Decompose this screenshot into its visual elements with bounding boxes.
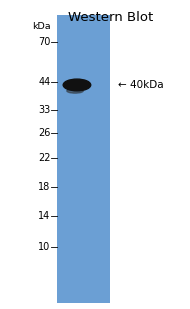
Text: 22: 22 xyxy=(38,153,50,163)
Text: 33: 33 xyxy=(38,105,50,115)
Text: 26: 26 xyxy=(38,128,50,138)
Bar xyxy=(57,15,110,303)
Text: 10: 10 xyxy=(38,242,50,252)
Text: 70: 70 xyxy=(38,37,50,47)
Text: 44: 44 xyxy=(38,77,50,87)
Text: ← 40kDa: ← 40kDa xyxy=(118,80,163,90)
Text: 18: 18 xyxy=(38,182,50,192)
Text: Western Blot: Western Blot xyxy=(68,11,153,24)
Ellipse shape xyxy=(67,88,83,93)
Text: 14: 14 xyxy=(38,211,50,221)
Ellipse shape xyxy=(63,79,91,91)
Text: kDa: kDa xyxy=(32,22,50,31)
